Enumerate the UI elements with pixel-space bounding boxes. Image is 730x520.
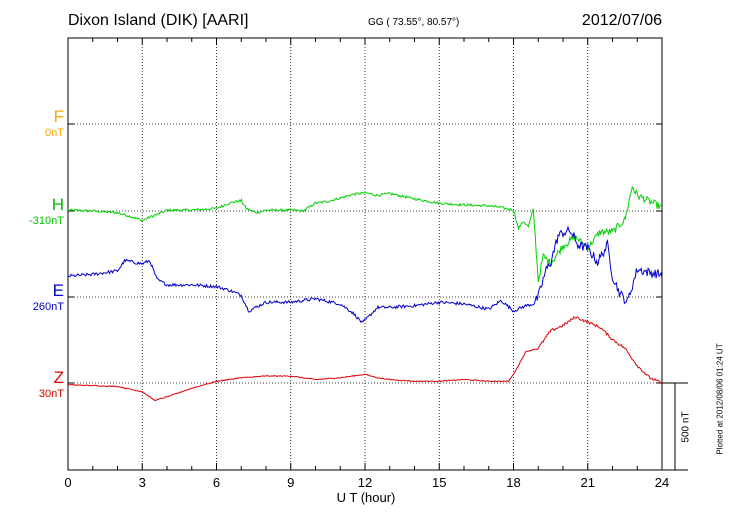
series-group bbox=[67, 185, 663, 402]
component-baseline-f: 0nT bbox=[45, 127, 64, 139]
x-tick-label-0: 0 bbox=[64, 475, 72, 490]
series-line-e bbox=[67, 225, 663, 324]
series-line-z bbox=[67, 315, 663, 402]
x-tick-label-21: 21 bbox=[580, 475, 595, 490]
x-tick-label-3: 3 bbox=[138, 475, 146, 490]
x-tick-label-24: 24 bbox=[654, 475, 670, 490]
x-tick-label-9: 9 bbox=[287, 475, 295, 490]
x-axis-label: U T (hour) bbox=[336, 490, 396, 505]
x-tick-label-12: 12 bbox=[357, 475, 373, 490]
chart-title: Dixon Island (DIK) [AARI] bbox=[68, 12, 249, 29]
axis-ticks bbox=[67, 38, 663, 470]
component-baseline-e: 260nT bbox=[32, 301, 64, 313]
component-baseline-h: -310nT bbox=[29, 215, 64, 227]
series-line-h bbox=[67, 185, 663, 283]
date-label: 2012/07/06 bbox=[581, 12, 662, 29]
scale-bar-label: 500 nT bbox=[680, 411, 692, 443]
x-tick-label-15: 15 bbox=[432, 475, 447, 490]
component-label-h: H -310nT bbox=[4, 195, 64, 227]
coordinates-label: GG ( 73.55°, 80.57°) bbox=[368, 17, 460, 28]
scale-bar bbox=[662, 382, 688, 471]
component-letter-f: F bbox=[53, 107, 64, 126]
component-letter-e: E bbox=[52, 281, 64, 300]
component-label-z: Z 30nT bbox=[4, 368, 64, 400]
component-baseline-z: 30nT bbox=[38, 388, 64, 400]
x-tick-label-18: 18 bbox=[506, 475, 521, 490]
component-label-e: E 260nT bbox=[4, 281, 64, 313]
plotted-timestamp: Plotted at 2012/08/06 01:24 UT bbox=[715, 343, 725, 455]
grid-lines bbox=[68, 38, 662, 470]
component-letter-z: Z bbox=[53, 368, 64, 387]
component-label-f: F 0nT bbox=[4, 107, 64, 139]
x-tick-label-6: 6 bbox=[212, 475, 221, 490]
component-letter-h: H bbox=[51, 195, 64, 214]
